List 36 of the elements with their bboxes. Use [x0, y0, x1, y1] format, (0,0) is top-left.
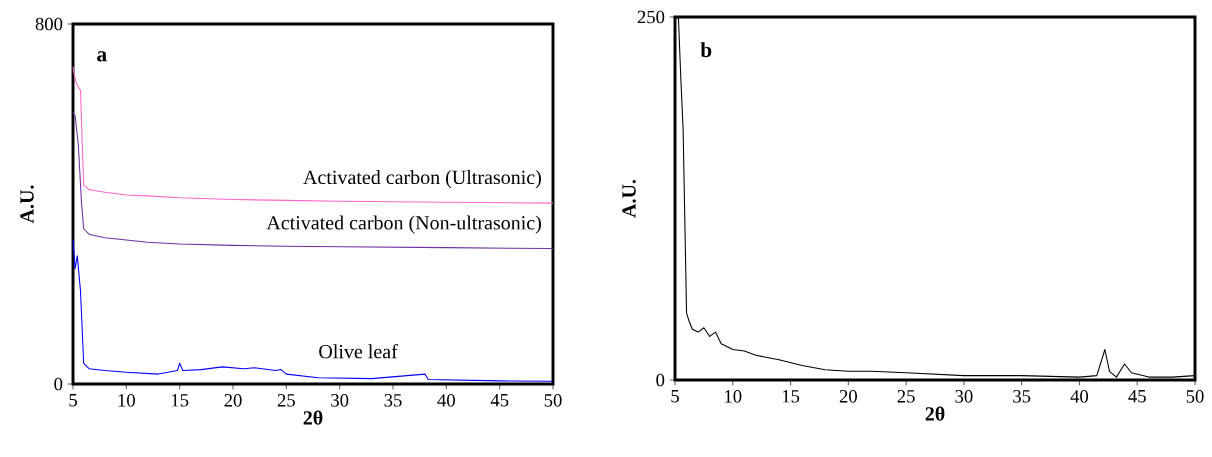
y-axis-title: A.U.: [622, 179, 636, 218]
x-tick-label: 30: [331, 394, 349, 407]
x-tick-label: 40: [1070, 390, 1089, 403]
line-series: [72, 111, 554, 250]
x-tick-label: 45: [490, 394, 509, 407]
x-tick-label: 15: [782, 390, 800, 403]
x-tick-label: 20: [224, 394, 242, 407]
y-tick-label: 0: [656, 373, 665, 387]
y-tick-label: 800: [35, 17, 63, 31]
x-tick-label: 30: [955, 390, 973, 403]
x-tick-label: 25: [897, 390, 915, 403]
x-axis-title: 2θ: [303, 410, 323, 425]
series-label: Activated carbon (Ultrasonic): [303, 170, 541, 189]
y-tick-label: 250: [637, 10, 665, 24]
annotation: a: [97, 51, 107, 62]
series-label: Activated carbon (Non-ultrasonic): [266, 215, 541, 234]
x-tick-label: 10: [118, 394, 135, 407]
x-tick-label: 15: [171, 394, 189, 407]
annotation: b: [700, 42, 712, 58]
x-tick-label: 45: [1128, 390, 1146, 403]
x-tick-label: 35: [1013, 390, 1031, 403]
x-tick-label: 40: [437, 394, 455, 407]
y-axis-title: A.U.: [20, 185, 34, 224]
x-tick-label: 5: [69, 394, 77, 407]
x-tick-label: 20: [839, 390, 857, 403]
x-tick-label: 10: [725, 390, 742, 403]
y-tick-label: 0: [54, 377, 63, 391]
x-tick-label: 35: [384, 394, 402, 407]
x-tick-label: 5: [671, 390, 679, 403]
x-axis-title: 2θ: [925, 406, 945, 421]
x-tick-label: 50: [544, 394, 562, 407]
x-tick-label: 25: [277, 394, 295, 407]
series-label: Olive leaf: [319, 344, 398, 359]
x-tick-label: 50: [1186, 390, 1204, 403]
line-series: [72, 66, 554, 204]
line-series: [72, 239, 554, 382]
